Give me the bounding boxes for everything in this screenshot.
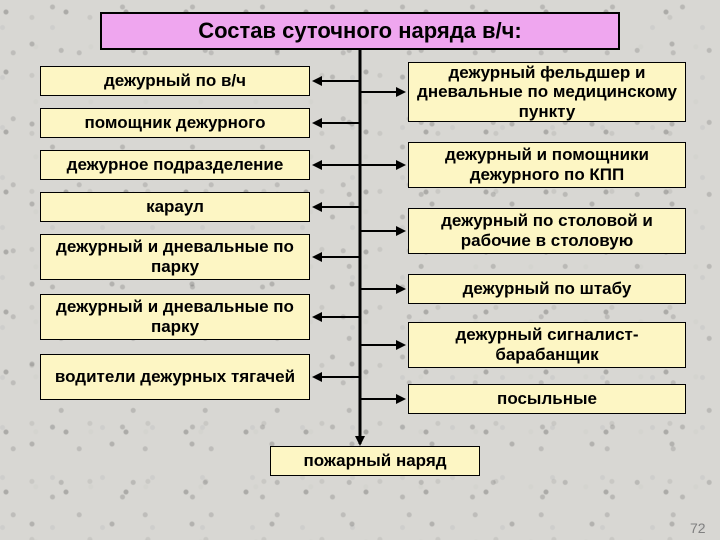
item-tow-drivers: водители дежурных тягачей — [40, 354, 310, 400]
item-messengers-label: посыльные — [497, 389, 597, 409]
item-tow-drivers-label: водители дежурных тягачей — [55, 367, 295, 387]
item-park-duty-1: дежурный и дневальные по парку — [40, 234, 310, 280]
item-signaler-label: дежурный сигналист-барабанщик — [415, 325, 679, 364]
item-park-duty-2: дежурный и дневальные по парку — [40, 294, 310, 340]
item-asst-duty: помощник дежурного — [40, 108, 310, 138]
page-number: 72 — [690, 520, 706, 536]
item-canteen: дежурный по столовой и рабочие в столову… — [408, 208, 686, 254]
item-fire: пожарный наряд — [270, 446, 480, 476]
item-messengers: посыльные — [408, 384, 686, 414]
item-medical-label: дежурный фельдшер и дневальные по медици… — [415, 63, 679, 122]
item-asst-duty-label: помощник дежурного — [84, 113, 265, 133]
item-park-duty-2-label: дежурный и дневальные по парку — [47, 297, 303, 336]
item-guard-label: караул — [146, 197, 204, 217]
item-fire-label: пожарный наряд — [303, 451, 446, 471]
item-duty-subunit-label: дежурное подразделение — [67, 155, 284, 175]
item-duty-unit: дежурный по в/ч — [40, 66, 310, 96]
item-kpp-label: дежурный и помощники дежурного по КПП — [415, 145, 679, 184]
title-text: Состав суточного наряда в/ч: — [198, 18, 522, 43]
item-signaler: дежурный сигналист-барабанщик — [408, 322, 686, 368]
item-guard: караул — [40, 192, 310, 222]
item-duty-unit-label: дежурный по в/ч — [104, 71, 246, 91]
item-duty-subunit: дежурное подразделение — [40, 150, 310, 180]
item-medical: дежурный фельдшер и дневальные по медици… — [408, 62, 686, 122]
title-box: Состав суточного наряда в/ч: — [100, 12, 620, 50]
item-park-duty-1-label: дежурный и дневальные по парку — [47, 237, 303, 276]
item-hq-label: дежурный по штабу — [463, 279, 632, 299]
item-canteen-label: дежурный по столовой и рабочие в столову… — [415, 211, 679, 250]
item-kpp: дежурный и помощники дежурного по КПП — [408, 142, 686, 188]
item-hq: дежурный по штабу — [408, 274, 686, 304]
